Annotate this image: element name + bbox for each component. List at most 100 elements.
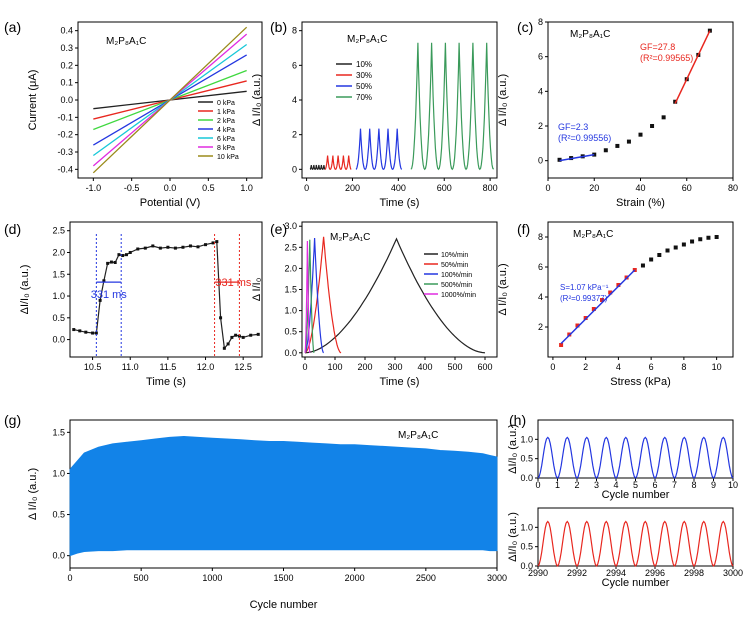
data-point (102, 279, 106, 283)
x-tick-label: 12.5 (234, 362, 252, 372)
x-axis-label: Stress (kPa) (610, 376, 671, 388)
data-point (181, 245, 185, 249)
data-point (113, 261, 117, 264)
series-line (309, 164, 326, 170)
y-tick-label: 1.0 (520, 434, 533, 444)
y-tick-label: 0.2 (60, 60, 73, 70)
x-tick-label: 10 (728, 480, 738, 490)
legend-label: 100%/min (441, 272, 472, 279)
panel-0: -1.0 -0.5 0.0 0.5 1.0 -0.4 -0.3 -0.2 -0.1 0.0 0.1 0… (27, 21, 263, 209)
data-point (575, 323, 580, 328)
x-axis-label: Cycle number (602, 489, 670, 501)
y-tick-label: 2.5 (52, 226, 65, 236)
y-tick-label: 8 (538, 17, 543, 27)
data-point (72, 328, 76, 332)
x-tick-label: 300 (387, 362, 402, 372)
legend-label: 50% (356, 82, 372, 91)
data-point (626, 139, 631, 144)
x-tick-label: 5 (633, 480, 638, 490)
y-tick-label: 0.0 (284, 348, 297, 358)
series-line (304, 240, 311, 353)
x-tick-label: 2996 (645, 568, 665, 578)
x-tick-label: 3000 (723, 568, 743, 578)
y-tick-label: 8 (292, 26, 297, 36)
x-tick-label: 0 (545, 183, 550, 193)
x-tick-label: 11.5 (159, 362, 176, 372)
y-axis-label: Current (μA) (27, 70, 39, 131)
y-tick-label: 0.5 (520, 542, 533, 552)
y-tick-label: 4 (292, 95, 297, 105)
y-tick-label: 0.0 (52, 335, 65, 345)
data-point (211, 241, 215, 245)
plot-frame (69, 221, 263, 358)
x-tick-label: 200 (345, 183, 360, 193)
y-tick-label: 0.0 (52, 551, 65, 561)
data-point (226, 342, 230, 346)
x-tick-label: 2 (574, 480, 579, 490)
data-point (661, 115, 666, 120)
data-point (109, 260, 113, 264)
x-tick-label: 0.5 (202, 183, 215, 193)
material-label: M₂P₈A₁C (347, 34, 387, 45)
data-point (215, 240, 219, 244)
y-tick-label: 1.5 (52, 269, 65, 279)
x-tick-label: 2994 (606, 568, 626, 578)
panel-4: 0 100 200 300 400 500 600 0.0 0.5 1.0 1.5 2.0 2.5 3.0… (251, 221, 498, 388)
data-point (188, 244, 192, 248)
y-tick-label: 0.1 (60, 78, 73, 88)
x-tick-label: 1500 (273, 573, 293, 583)
data-point (657, 253, 662, 257)
y-tick-label: 4 (538, 292, 543, 302)
x-tick-label: 0 (67, 573, 72, 583)
x-axis-label: Strain (%) (616, 197, 665, 209)
data-point (690, 239, 695, 244)
data-point (173, 246, 177, 250)
plot-frame (301, 21, 498, 179)
x-tick-label: 1000 (202, 573, 222, 583)
x-tick-label: 2 (583, 362, 588, 372)
data-point (204, 243, 208, 247)
y-tick-label: 0.0 (520, 561, 533, 571)
y-tick-label: 1.0 (52, 468, 65, 478)
data-point (615, 143, 620, 148)
data-point (98, 298, 102, 302)
data-point (124, 253, 128, 257)
y-tick-label: 0 (292, 164, 297, 174)
series-line (355, 128, 403, 170)
y-tick-label: 0 (538, 156, 543, 166)
data-point (143, 246, 147, 250)
series-line (537, 436, 734, 479)
fit-annotation: (R²=0.99556) (558, 133, 611, 143)
y-tick-label: 0.3 (60, 43, 73, 53)
y-axis-label: Δ I/I₀ (a.u.) (497, 263, 509, 315)
data-point (650, 124, 655, 128)
y-tick-label: 2.5 (284, 242, 297, 252)
data-point (591, 307, 596, 311)
legend-label: 2 kPa (217, 118, 235, 125)
data-point (638, 132, 643, 137)
fit-line (559, 153, 595, 162)
y-tick-label: 2 (538, 121, 543, 131)
data-point (698, 237, 703, 242)
legend-label: 10% (356, 60, 372, 69)
legend-label: 50%/min (441, 262, 468, 269)
panel-1: 0 200 400 600 800 0 2 4 6 8 Time (s) Δ I/I₀ (a.u.) M… (251, 21, 498, 209)
y-tick-label: 6 (538, 262, 543, 272)
legend-label: 1 kPa (217, 109, 235, 116)
panel-7: 0 1 2 3 4 5 6 7 8 9 10 0.0 0.5 1.0 Cycle number ΔI/I₀ (… (507, 419, 738, 501)
y-tick-label: -0.1 (57, 112, 73, 122)
data-point (230, 335, 234, 339)
y-axis-label: Δ I/I₀ (a.u.) (497, 74, 509, 126)
data-point (706, 235, 711, 240)
series-line (304, 237, 325, 354)
y-tick-label: 8 (538, 232, 543, 242)
y-tick-label: 6 (538, 52, 543, 62)
material-label: M₂P₈A₁C (106, 36, 146, 47)
panel-label: (h) (509, 412, 526, 428)
y-tick-label: 0.5 (52, 510, 65, 520)
data-point (559, 343, 564, 347)
material-label: M₂P₈A₁C (398, 430, 438, 441)
x-tick-label: 1.0 (240, 183, 253, 193)
fit-annotation: (R²=0.99377) (560, 294, 608, 303)
data-point (707, 28, 712, 33)
